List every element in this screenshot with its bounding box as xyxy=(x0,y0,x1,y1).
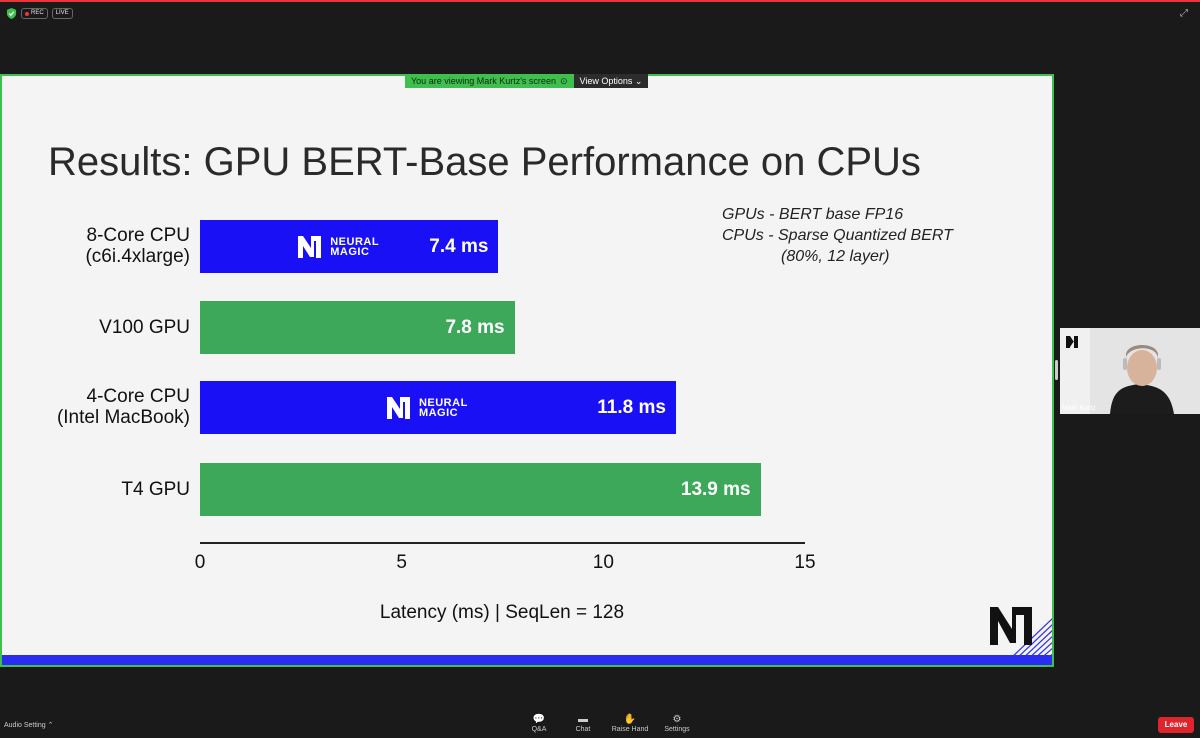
audio-setting-label: Audio Setting xyxy=(4,722,46,729)
live-badge[interactable]: LIVE xyxy=(51,8,73,19)
raise-hand-button[interactable]: ✋ Raise Hand xyxy=(610,714,650,733)
neural-magic-icon xyxy=(298,236,322,258)
leave-button[interactable]: Leave xyxy=(1158,717,1194,733)
category-label-line: 8-Core CPU xyxy=(86,225,190,246)
bar-gpu: 13.9 ms xyxy=(200,463,761,516)
chat-icon: ▬ xyxy=(578,714,588,725)
viewing-text: You are viewing Mark Kurtz's screen xyxy=(411,76,556,86)
settings-label: Settings xyxy=(664,726,690,733)
bar-gpu: 7.8 ms xyxy=(200,301,515,354)
wordmark-line: MAGIC xyxy=(330,246,370,258)
participant-name: Mark Kurtz xyxy=(1062,405,1096,412)
shared-screen: Results: GPU BERT-Base Performance on CP… xyxy=(0,74,1054,667)
bar-value-label: 11.8 ms xyxy=(597,397,666,418)
screen-share-banner: You are viewing Mark Kurtz's screen ⊙ Vi… xyxy=(405,74,649,88)
slide-title: Results: GPU BERT-Base Performance on CP… xyxy=(48,140,921,184)
category-label: T4 GPU xyxy=(2,479,190,500)
neural-magic-logo: NEURAL MAGIC xyxy=(386,394,468,422)
recording-badge[interactable]: REC xyxy=(21,8,48,19)
shield-icon[interactable] xyxy=(6,8,17,19)
bar-value-label: 7.4 ms xyxy=(429,236,489,257)
neural-magic-icon xyxy=(386,397,410,419)
gear-icon: ⚙ xyxy=(672,714,682,725)
record-dot-icon xyxy=(25,11,29,16)
live-label: LIVE xyxy=(55,10,69,16)
panel-resize-handle[interactable] xyxy=(1055,360,1058,380)
settings-button[interactable]: ⚙ Settings xyxy=(657,714,697,733)
meeting-toolbar: Audio Setting ⌃ 💬 Q&A ▬ Chat ✋ Raise Han… xyxy=(0,711,1200,738)
category-label-line: (Intel MacBook) xyxy=(56,407,190,428)
bar-cpu: NEURAL MAGIC 7.4 ms xyxy=(200,220,499,273)
audio-setting-button[interactable]: Audio Setting ⌃ xyxy=(4,721,53,729)
x-tick-label: 15 xyxy=(794,552,816,573)
expand-icon[interactable]: ⤢ xyxy=(1180,8,1188,19)
qa-label: Q&A xyxy=(531,726,547,733)
view-options-label: View Options xyxy=(579,76,633,86)
category-label-line: V100 GPU xyxy=(99,316,190,338)
neural-magic-logo: NEURAL MAGIC xyxy=(297,233,379,261)
x-axis-line xyxy=(200,542,805,544)
wordmark-line: MAGIC xyxy=(418,407,459,419)
bar-value-label: 7.8 ms xyxy=(445,317,505,338)
viewing-notice: You are viewing Mark Kurtz's screen ⊙ xyxy=(405,74,574,88)
category-label-line: (c6i.4xlarge) xyxy=(85,246,190,267)
note-cpus: CPUs - Sparse Quantized BERT xyxy=(722,227,953,244)
wordmark-line: NEURAL xyxy=(418,397,468,409)
meeting-status-bar: REC LIVE xyxy=(6,8,73,19)
view-options-button[interactable]: View Options ⌄ xyxy=(573,74,649,88)
neural-magic-wordmark: NEURAL MAGIC xyxy=(418,397,468,419)
participant-video[interactable]: Mark Kurtz xyxy=(1060,328,1200,414)
chevron-up-icon: ⌃ xyxy=(47,722,54,729)
wordmark-line: NEURAL xyxy=(330,236,380,248)
chat-label: Chat xyxy=(575,726,591,733)
category-label: 4-Core CPU (Intel MacBook) xyxy=(2,386,190,428)
raise-hand-label: Raise Hand xyxy=(611,726,649,733)
chevron-down-icon: ⌄ xyxy=(634,76,643,86)
category-label-line: T4 GPU xyxy=(121,478,190,500)
x-tick-label: 5 xyxy=(396,552,407,573)
bar-value-label: 13.9 ms xyxy=(680,479,751,500)
window-top-border xyxy=(0,0,1200,2)
category-label: V100 GPU xyxy=(2,317,190,338)
category-label-line: 4-Core CPU xyxy=(86,386,190,407)
neural-magic-corner-logo xyxy=(990,607,1052,661)
qa-button[interactable]: 💬 Q&A xyxy=(519,714,559,733)
participant-video-frame xyxy=(1060,328,1200,414)
qa-icon: 💬 xyxy=(532,714,546,725)
neural-magic-wordmark: NEURAL MAGIC xyxy=(330,236,380,258)
hand-icon: ✋ xyxy=(623,714,637,725)
recording-label: REC xyxy=(31,10,44,16)
chat-button[interactable]: ▬ Chat xyxy=(563,714,603,733)
slide-footer-strip xyxy=(2,655,1052,665)
x-axis-label: Latency (ms) | SeqLen = 128 xyxy=(379,602,625,623)
category-label: 8-Core CPU (c6i.4xlarge) xyxy=(2,225,190,267)
pin-icon: ⊙ xyxy=(559,76,568,86)
note-config: (80%, 12 layer) xyxy=(781,248,890,265)
note-gpus: GPUs - BERT base FP16 xyxy=(722,206,904,223)
bar-cpu: NEURAL MAGIC 11.8 ms xyxy=(200,381,676,434)
x-tick-label: 10 xyxy=(592,552,614,573)
x-tick-label: 0 xyxy=(194,552,206,573)
